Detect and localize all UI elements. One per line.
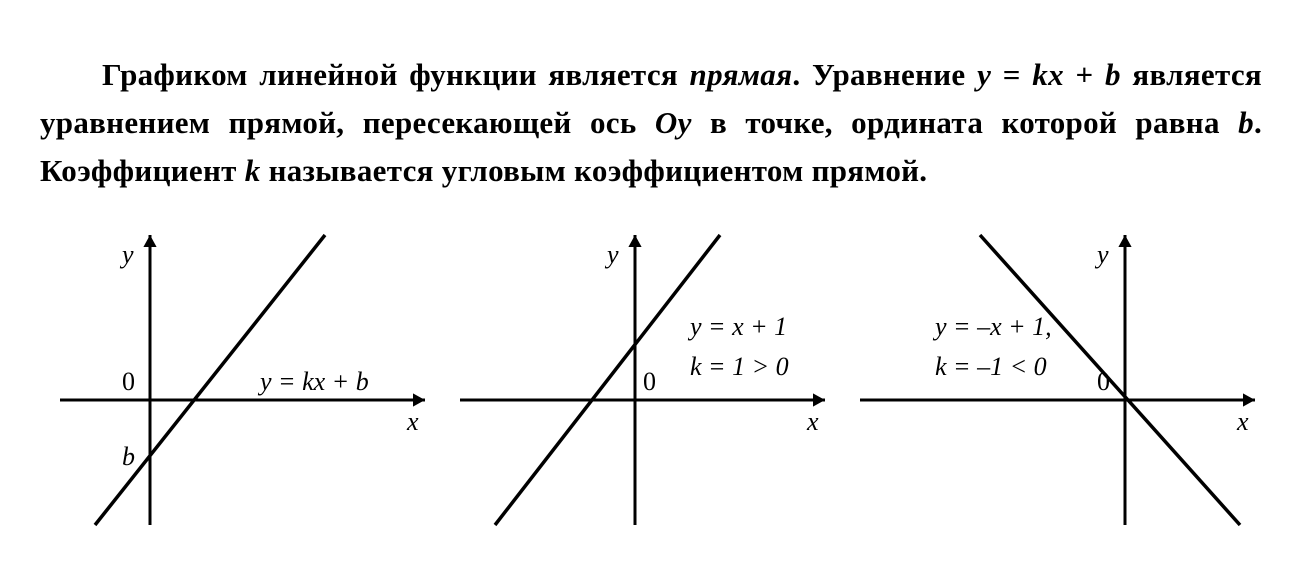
keyword-line: прямая (690, 57, 793, 92)
x-axis-arrow-icon (413, 394, 425, 407)
x-axis-label: x (1236, 407, 1249, 436)
y-axis-arrow-icon (143, 235, 156, 247)
origin-label: 0 (1097, 367, 1110, 396)
eq-plus: + (1064, 57, 1105, 92)
x-axis-arrow-icon (1243, 394, 1255, 407)
text-part1: Графиком линейной функции является (102, 57, 690, 92)
eq-x: x (1048, 57, 1064, 92)
text-part6: называется угловым коэффициентом прямой. (261, 153, 928, 188)
x-axis-arrow-icon (813, 394, 825, 407)
function-line (495, 235, 720, 525)
chart-2: y x 0 y = x + 1 k = 1 > 0 (440, 215, 840, 540)
text-part2: . Уравнение (792, 57, 977, 92)
intro-paragraph: Графиком линейной функции является пряма… (40, 51, 1262, 195)
x-axis-label: x (406, 407, 419, 436)
equation-label: y = x + 1 (687, 312, 787, 341)
eq-y: y (977, 57, 991, 92)
y-axis-arrow-icon (1118, 235, 1131, 247)
origin-label: 0 (643, 367, 656, 396)
equation-label: y = kx + b (257, 367, 369, 396)
var-k2: k (245, 153, 261, 188)
eq-eq: = (991, 57, 1032, 92)
text-part4: в точке, ордината которой равна (692, 105, 1238, 140)
slope-condition-label: k = –1 < 0 (935, 352, 1047, 381)
y-axis-arrow-icon (628, 235, 641, 247)
y-axis-label: y (1094, 240, 1109, 269)
y-axis-label: y (119, 240, 134, 269)
slope-condition-label: k = 1 > 0 (690, 352, 789, 381)
axis-Oy: Oy (655, 105, 692, 140)
x-axis-label: x (806, 407, 819, 436)
y-axis-label: y (604, 240, 619, 269)
chart-3: y x 0 y = –x + 1, k = –1 < 0 (840, 215, 1270, 540)
equation-label: y = –x + 1, (932, 312, 1052, 341)
var-b2: b (1238, 105, 1254, 140)
charts-row: y x 0 b y = kx + b y x 0 y = x + 1 k = 1 > 0 y x 0… (40, 215, 1262, 540)
eq-b: b (1105, 57, 1121, 92)
page: { "text": { "part1": "Графиком линейной … (0, 0, 1302, 580)
chart-1: y x 0 b y = kx + b (40, 215, 440, 540)
b-intercept-label: b (122, 442, 135, 471)
eq-k: k (1032, 57, 1048, 92)
origin-label: 0 (122, 367, 135, 396)
